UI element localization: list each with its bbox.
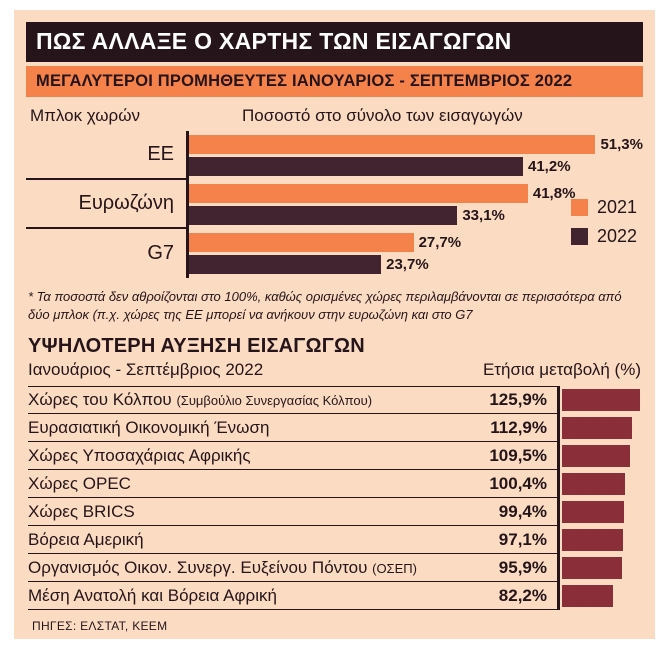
bar-value-label: 41,2% (528, 158, 571, 175)
bar-2021 (189, 135, 596, 154)
chart-column-headers: Μπλοκ χωρών Ποσοστό στο σύνολο των εισαγ… (26, 106, 643, 126)
row-label: Οργανισμός Οικον. Συνεργ. Ευξείνου Πόντο… (28, 557, 417, 577)
row-label: Χώρες Υποσαχάριας Αφρικής (28, 445, 251, 465)
bar-value-label: 41,8% (532, 185, 576, 202)
legend-swatch-2022 (570, 228, 588, 245)
bar-line: 23,7% (189, 254, 643, 275)
table-row: Οργανισμός Οικον. Συνεργ. Ευξείνου Πόντο… (28, 554, 643, 583)
table-row-left: Χώρες BRICS 99,4% (28, 498, 557, 527)
row-value: 82,2% (498, 585, 547, 605)
legend-swatch-2021 (570, 199, 588, 216)
growth-bar (562, 557, 622, 580)
table-row-left: Βόρεια Αμερική 97,1% (28, 526, 557, 555)
row-value: 100,4% (489, 473, 547, 493)
bar-value-label: 33,1% (462, 207, 505, 224)
row-label-detail: (Συμβούλιο Συνεργασίας Κόλπου) (176, 393, 373, 409)
table-row-left: Ευρασιατική Οικονομική Ένωση 112,9% (28, 414, 557, 443)
legend-label-2022: 2022 (596, 226, 637, 246)
table-row-left: Μέση Ανατολή και Βόρεια Αφρική 82,2% (28, 582, 557, 611)
row-label-detail: (ΟΣΕΠ) (372, 560, 417, 576)
infographic: ΠΩΣ ΑΛΛΑΞΕ Ο ΧΑΡΤΗΣ ΤΩΝ ΕΙΣΑΓΩΓΩΝ ΜΕΓΑΛΥ… (14, 10, 655, 639)
table-row: Βόρεια Αμερική 97,1% (28, 526, 643, 555)
table-row-left: Χώρες Υποσαχάριας Αφρικής 109,5% (28, 442, 557, 471)
row-bar-zone (557, 554, 643, 583)
category-label: Ευρωζώνη (26, 180, 186, 229)
growth-bar (562, 501, 624, 524)
grouped-bar-chart-rows: ΕΕ 51,3% 41,2% Ευρωζώνη 41,8% 33,1% G7 27,7% 23,… (26, 131, 643, 278)
bar-2021 (189, 233, 414, 252)
table-row: Χώρες Υποσαχάριας Αφρικής 109,5% (28, 442, 643, 471)
bar-group: ΕΕ 51,3% 41,2% (26, 131, 643, 180)
table-row-left: Οργανισμός Οικον. Συνεργ. Ευξείνου Πόντο… (28, 554, 557, 583)
bar-line: 27,7% (189, 232, 643, 253)
bar-2022 (189, 157, 523, 176)
section-title: ΥΨΗΛΟΤΕΡΗ ΑΥΞΗΣΗ ΕΙΣΑΓΩΓΩΝ (28, 335, 365, 358)
page-subtitle: ΜΕΓΑΛΥΤΕΡΟΙ ΠΡΟΜΗΘΕΥΤΕΣ ΙΑΝΟΥΑΡΙΟΣ - ΣΕΠ… (26, 66, 643, 97)
row-label: Βόρεια Αμερική (28, 529, 144, 549)
row-label: Χώρες BRICS (28, 501, 135, 521)
row-value: 95,9% (498, 557, 547, 577)
row-value: 125,9% (489, 390, 547, 410)
row-label: Ευρασιατική Οικονομική Ένωση (28, 417, 270, 437)
row-bar-zone (557, 526, 643, 555)
growth-bar (562, 389, 641, 412)
page-title: ΠΩΣ ΑΛΛΑΞΕ Ο ΧΑΡΤΗΣ ΤΩΝ ΕΙΣΑΓΩΓΩΝ (26, 22, 643, 62)
category-column-header: Μπλοκ χωρών (30, 106, 140, 125)
bar-line: 41,2% (189, 156, 643, 177)
table-row-left: Χώρες του Κόλπου (Συμβούλιο Συνεργασίας … (28, 386, 557, 415)
source-credit: ΠΗΓΕΣ: ΕΛΣΤΑΤ, ΚΕΕΜ (32, 619, 168, 634)
row-label: Χώρες του Κόλπου (Συμβούλιο Συνεργασίας … (28, 390, 373, 410)
row-value: 99,4% (498, 501, 547, 521)
bar-pair: 27,7% 23,7% (186, 229, 643, 278)
bar-pair: 41,8% 33,1% (186, 180, 643, 229)
legend-label-2021: 2021 (596, 197, 637, 217)
growth-table: Χώρες του Κόλπου (Συμβούλιο Συνεργασίας … (28, 386, 643, 611)
period-label: Ιανουάριος - Σεπτέμβριος 2022 (28, 360, 264, 380)
bar-pair: 51,3% 41,2% (186, 131, 643, 180)
value-column-header: Ποσοστό στο σύνολο των εισαγωγών (242, 106, 523, 125)
bar-value-label: 51,3% (600, 136, 643, 153)
bar-2022 (189, 206, 458, 225)
growth-bar (562, 473, 625, 496)
row-bar-zone (557, 498, 643, 527)
bar-value-label: 27,7% (418, 234, 462, 251)
row-bar-zone (557, 470, 643, 499)
table-headers: Ιανουάριος - Σεπτέμβριος 2022 Ετήσια μετ… (28, 360, 641, 380)
footnote: * Τα ποσοστά δεν αθροίζονται στο 100%, κ… (28, 289, 622, 322)
bar-line: 51,3% (189, 134, 643, 155)
row-value: 109,5% (489, 445, 547, 465)
table-row-left: Χώρες OPEC 100,4% (28, 470, 557, 499)
row-label: Μέση Ανατολή και Βόρεια Αφρική (28, 585, 277, 605)
annual-change-header: Ετήσια μεταβολή (%) (482, 360, 641, 380)
growth-bar (562, 445, 631, 468)
table-row: Χώρες του Κόλπου (Συμβούλιο Συνεργασίας … (28, 386, 643, 415)
row-bar-zone (557, 582, 643, 611)
row-bar-zone (557, 414, 643, 443)
growth-bar (562, 529, 623, 552)
legend-item-2022: 2022 (570, 226, 637, 247)
bar-2022 (189, 255, 382, 274)
table-row: Μέση Ανατολή και Βόρεια Αφρική 82,2% (28, 582, 643, 611)
bar-2021 (189, 184, 528, 203)
row-bar-zone (557, 442, 643, 471)
bar-line: 41,8% (189, 183, 643, 204)
row-bar-zone (557, 386, 643, 415)
row-value: 112,9% (490, 417, 547, 437)
table-row: Χώρες OPEC 100,4% (28, 470, 643, 499)
category-label: G7 (147, 242, 174, 264)
bar-value-label: 23,7% (386, 256, 429, 273)
growth-bar (562, 417, 633, 440)
table-row: Χώρες BRICS 99,4% (28, 498, 643, 527)
bar-group: G7 27,7% 23,7% (26, 229, 643, 278)
chart-legend: 2021 2022 (570, 197, 637, 255)
growth-bar (562, 585, 614, 608)
bar-line: 33,1% (189, 205, 643, 226)
bar-group: Ευρωζώνη 41,8% 33,1% (26, 180, 643, 229)
table-row: Ευρασιατική Οικονομική Ένωση 112,9% (28, 414, 643, 443)
legend-item-2021: 2021 (570, 197, 637, 218)
category-label: ΕΕ (26, 131, 186, 180)
row-value: 97,1% (498, 529, 547, 549)
row-label: Χώρες OPEC (28, 473, 131, 493)
grouped-bar-chart: ΕΕ 51,3% 41,2% Ευρωζώνη 41,8% 33,1% G7 27,7% 23,… (26, 131, 643, 278)
